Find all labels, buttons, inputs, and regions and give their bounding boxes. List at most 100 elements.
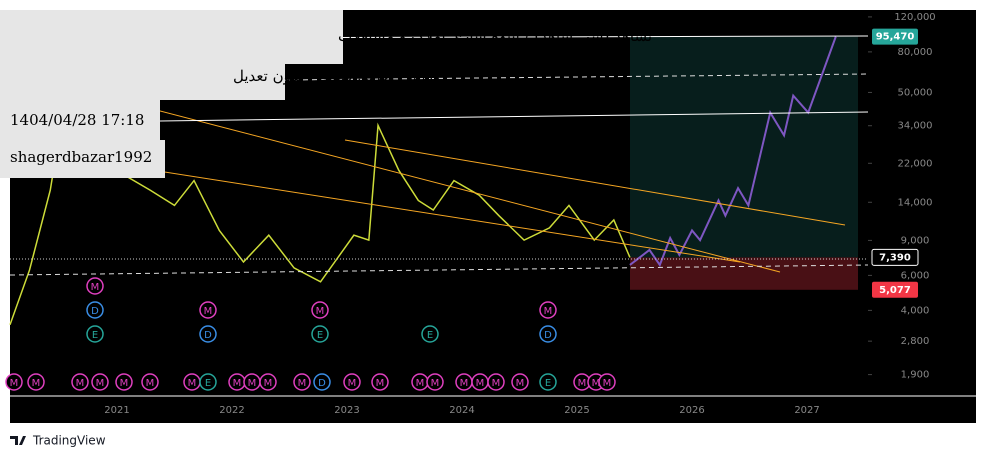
y-tick-label: 120,000 <box>894 12 935 23</box>
y-tick-label: 9,000 <box>901 235 930 246</box>
event-letter: M <box>316 306 325 317</box>
event-letter: M <box>460 378 469 389</box>
event-marker <box>313 373 331 391</box>
event-marker <box>539 325 557 343</box>
event-marker <box>199 301 217 319</box>
y-tick-label: 2,800 <box>901 336 930 347</box>
price-line <box>629 36 837 268</box>
header-text: shagerdbazar1992 <box>10 148 152 166</box>
price-tag <box>872 281 918 298</box>
event-letter: D <box>318 378 326 389</box>
y-tick-label: 14,000 <box>898 197 933 208</box>
event-letter: M <box>120 378 129 389</box>
header-box <box>0 100 160 140</box>
event-letter: E <box>205 378 211 389</box>
event-letter: M <box>264 378 273 389</box>
event-marker <box>487 373 505 391</box>
event-letter: M <box>416 378 425 389</box>
event-letter: M <box>233 378 242 389</box>
y-tick-label: 1,900 <box>901 370 930 381</box>
y-tick-label: 22,000 <box>898 158 933 169</box>
header-text: روزانه / آخرین قیمت / بدون تعدیل <box>233 67 447 85</box>
event-marker <box>115 373 133 391</box>
event-letter: D <box>544 330 552 341</box>
footer: TradingView <box>10 434 106 448</box>
event-marker <box>511 373 529 391</box>
event-letter: E <box>545 378 551 389</box>
y-tick-label: 34,000 <box>898 121 933 132</box>
event-marker <box>199 373 217 391</box>
event-marker <box>71 373 89 391</box>
event-letter: D <box>204 330 212 341</box>
price-tag-label: 5,077 <box>879 285 911 296</box>
event-letter: M <box>96 378 105 389</box>
price-tag-label: 7,390 <box>879 252 911 263</box>
y-tick-label: 80,000 <box>898 47 933 58</box>
event-marker <box>86 301 104 319</box>
x-tick-label: 2023 <box>334 405 359 416</box>
event-letter: M <box>492 378 501 389</box>
header-box <box>0 64 285 100</box>
trendline <box>344 139 846 226</box>
event-marker <box>141 373 159 391</box>
price-tag <box>872 28 918 45</box>
event-letter: M <box>578 378 587 389</box>
event-letter: M <box>376 378 385 389</box>
event-marker <box>598 373 616 391</box>
x-tick-label: 2021 <box>104 405 129 416</box>
event-marker <box>5 373 23 391</box>
event-marker <box>539 301 557 319</box>
event-letter: M <box>544 306 553 317</box>
level-line <box>159 111 869 122</box>
event-marker <box>293 373 311 391</box>
event-letter: D <box>91 306 99 317</box>
event-letter: E <box>427 330 433 341</box>
event-letter: M <box>298 378 307 389</box>
y-tick-label: 4,000 <box>901 305 930 316</box>
event-letter: M <box>146 378 155 389</box>
level-line <box>9 264 869 276</box>
header-text: 1404/04/28 17:18 <box>10 111 144 129</box>
plot: 120,000 80,000 50,000 34,000 22,000 14,000 9,0… <box>5 12 936 416</box>
event-marker <box>421 325 439 343</box>
x-tick-label: 2026 <box>679 405 704 416</box>
event-letter: M <box>76 378 85 389</box>
header: ثشاهد (سر. شاهد) / انبوه سازی املاک و مس… <box>0 10 652 178</box>
x-tick-label: 2027 <box>794 405 819 416</box>
level-line <box>284 73 869 81</box>
logo <box>10 436 26 445</box>
event-marker <box>86 277 104 295</box>
event-marker <box>539 373 557 391</box>
event-letter: M <box>348 378 357 389</box>
event-marker <box>259 373 277 391</box>
price-tag-label: 95,470 <box>876 32 915 43</box>
header-box <box>0 10 343 64</box>
event-letter: M <box>188 378 197 389</box>
trendline <box>59 84 781 273</box>
event-marker <box>311 301 329 319</box>
x-tick-label: 2022 <box>219 405 244 416</box>
event-marker <box>86 325 104 343</box>
footer-text: TradingView <box>32 434 106 448</box>
x-tick-label: 2024 <box>449 405 474 416</box>
event-letter: E <box>92 330 98 341</box>
event-letter: M <box>91 282 100 293</box>
event-letter: E <box>317 330 323 341</box>
event-letter: M <box>248 378 257 389</box>
header-box <box>0 140 165 178</box>
x-tick-label: 2025 <box>564 405 589 416</box>
event-letter: M <box>592 378 601 389</box>
y-tick-label: 6,000 <box>901 270 930 281</box>
event-marker <box>371 373 389 391</box>
event-marker <box>426 373 444 391</box>
event-marker <box>343 373 361 391</box>
price-tag <box>871 248 919 266</box>
event-letter: M <box>431 378 440 389</box>
event-marker <box>27 373 45 391</box>
drawings <box>9 35 976 397</box>
event-letter: M <box>476 378 485 389</box>
event-letter: M <box>32 378 41 389</box>
event-letter: M <box>603 378 612 389</box>
